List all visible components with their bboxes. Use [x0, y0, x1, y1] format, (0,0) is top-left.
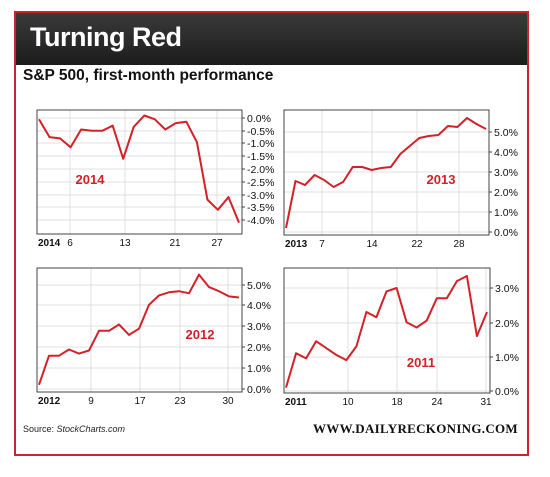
panel-2011-series-line	[285, 275, 488, 388]
panel-2011-y-tick-label: 3.0%	[495, 283, 519, 295]
panel-2013-y-tick-label: 2.0%	[494, 187, 518, 199]
panel-2013-y-tick-label: 3.0%	[494, 167, 518, 179]
panel-2012-series-line	[38, 273, 240, 386]
panel-2011-y-tick-label: 0.0%	[495, 386, 519, 398]
panel-2013-plot-area	[283, 109, 490, 236]
panel-2014-year-label: 2014	[76, 172, 106, 187]
panel-2014-y-tick-label: -3.0%	[247, 190, 274, 202]
panel-2011-plot-border	[283, 267, 491, 394]
panel-2012-x-tick-label: 9	[88, 396, 94, 407]
panel-2012-x-tick-label: 17	[134, 396, 146, 407]
panel-2012-y-tick-label: 5.0%	[247, 280, 271, 292]
panel-2013-y-tick-label: 0.0%	[494, 227, 518, 239]
panel-2014-y-tick-label: -0.5%	[247, 126, 274, 138]
panel-2014-y-tick-label: -2.5%	[247, 177, 274, 189]
panel-2012-y-tick-label: 3.0%	[247, 321, 271, 333]
header-title: Turning Red	[30, 22, 182, 52]
panel-2012-x-tick-label: 23	[174, 396, 186, 407]
panel-2013-y-tick-label: 4.0%	[494, 147, 518, 159]
panel-2014-x-tick-label: 21	[169, 238, 181, 249]
panel-2011-x-tick-label: 18	[391, 397, 403, 408]
panel-2011-y-tick-label: 2.0%	[495, 318, 519, 330]
panel-2013-x-tick-label: 22	[411, 239, 423, 250]
panel-2011-y-tick-label: 1.0%	[495, 352, 519, 364]
panel-2012-plot-area	[36, 267, 243, 393]
panel-2011-x-tick-label: 2011	[285, 397, 307, 408]
panel-2012-plot-border	[36, 267, 243, 393]
panel-2012-y-tick-label: 1.0%	[247, 363, 271, 375]
panel-2014-x-tick-label: 27	[211, 238, 223, 249]
panel-2012-x-tick-label: 2012	[38, 396, 61, 407]
panel-2013-y-tick-label: 1.0%	[494, 207, 518, 219]
site-url: WWW.DAILYRECKONING.COM	[313, 421, 518, 436]
panel-2011-year-label: 2011	[407, 355, 435, 370]
panel-2014-y-tick-label: -1.0%	[247, 138, 274, 150]
panel-2011-x-tick-label: 31	[480, 397, 492, 408]
panel-2014-y-tick-label: 0.0%	[247, 113, 271, 125]
panel-2014-y-tick-label: -4.0%	[247, 215, 274, 227]
source-note: Source: StockCharts.com	[23, 424, 125, 434]
panel-2011-x-tick-label: 24	[431, 397, 443, 408]
panel-2014-series-line	[38, 114, 240, 223]
panel-2013-x-tick-label: 2013	[285, 239, 308, 250]
header-bar: Turning Red	[16, 13, 527, 65]
panel-2013-plot-border	[283, 109, 490, 236]
panel-2013-year-label: 2013	[427, 172, 456, 187]
panel-2014-plot-area	[36, 109, 243, 235]
panel-2013-x-tick-label: 28	[453, 239, 465, 250]
source-name: StockCharts.com	[56, 424, 126, 434]
panel-2013-y-tick-label: 5.0%	[494, 127, 518, 139]
panel-2014-y-tick-label: -3.5%	[247, 202, 274, 214]
panel-2014-y-tick-label: -2.0%	[247, 164, 274, 176]
panel-2012-x-tick-label: 30	[222, 396, 234, 407]
panel-2014-x-tick-label: 13	[119, 238, 131, 249]
panel-2014-x-tick-label: 2014	[38, 238, 61, 249]
panel-2014-plot-border	[36, 109, 243, 235]
chart-subtitle: S&P 500, first-month performance	[23, 67, 274, 84]
panel-2012-y-tick-label: 0.0%	[247, 384, 271, 396]
panel-2013-x-tick-label: 14	[366, 239, 378, 250]
panel-2011-plot-area	[283, 267, 491, 394]
panel-2014-y-tick-label: -1.5%	[247, 151, 274, 163]
panel-2011-x-tick-label: 10	[342, 397, 354, 408]
panel-2013-x-tick-label: 7	[319, 239, 325, 250]
panel-2012-year-label: 2012	[186, 327, 215, 342]
panel-2014-x-tick-label: 6	[67, 238, 73, 249]
panel-2012-y-tick-label: 2.0%	[247, 342, 271, 354]
panel-2013-series-line	[285, 117, 487, 229]
source-prefix: Source:	[23, 424, 57, 434]
panel-2012-y-tick-label: 4.0%	[247, 300, 271, 312]
